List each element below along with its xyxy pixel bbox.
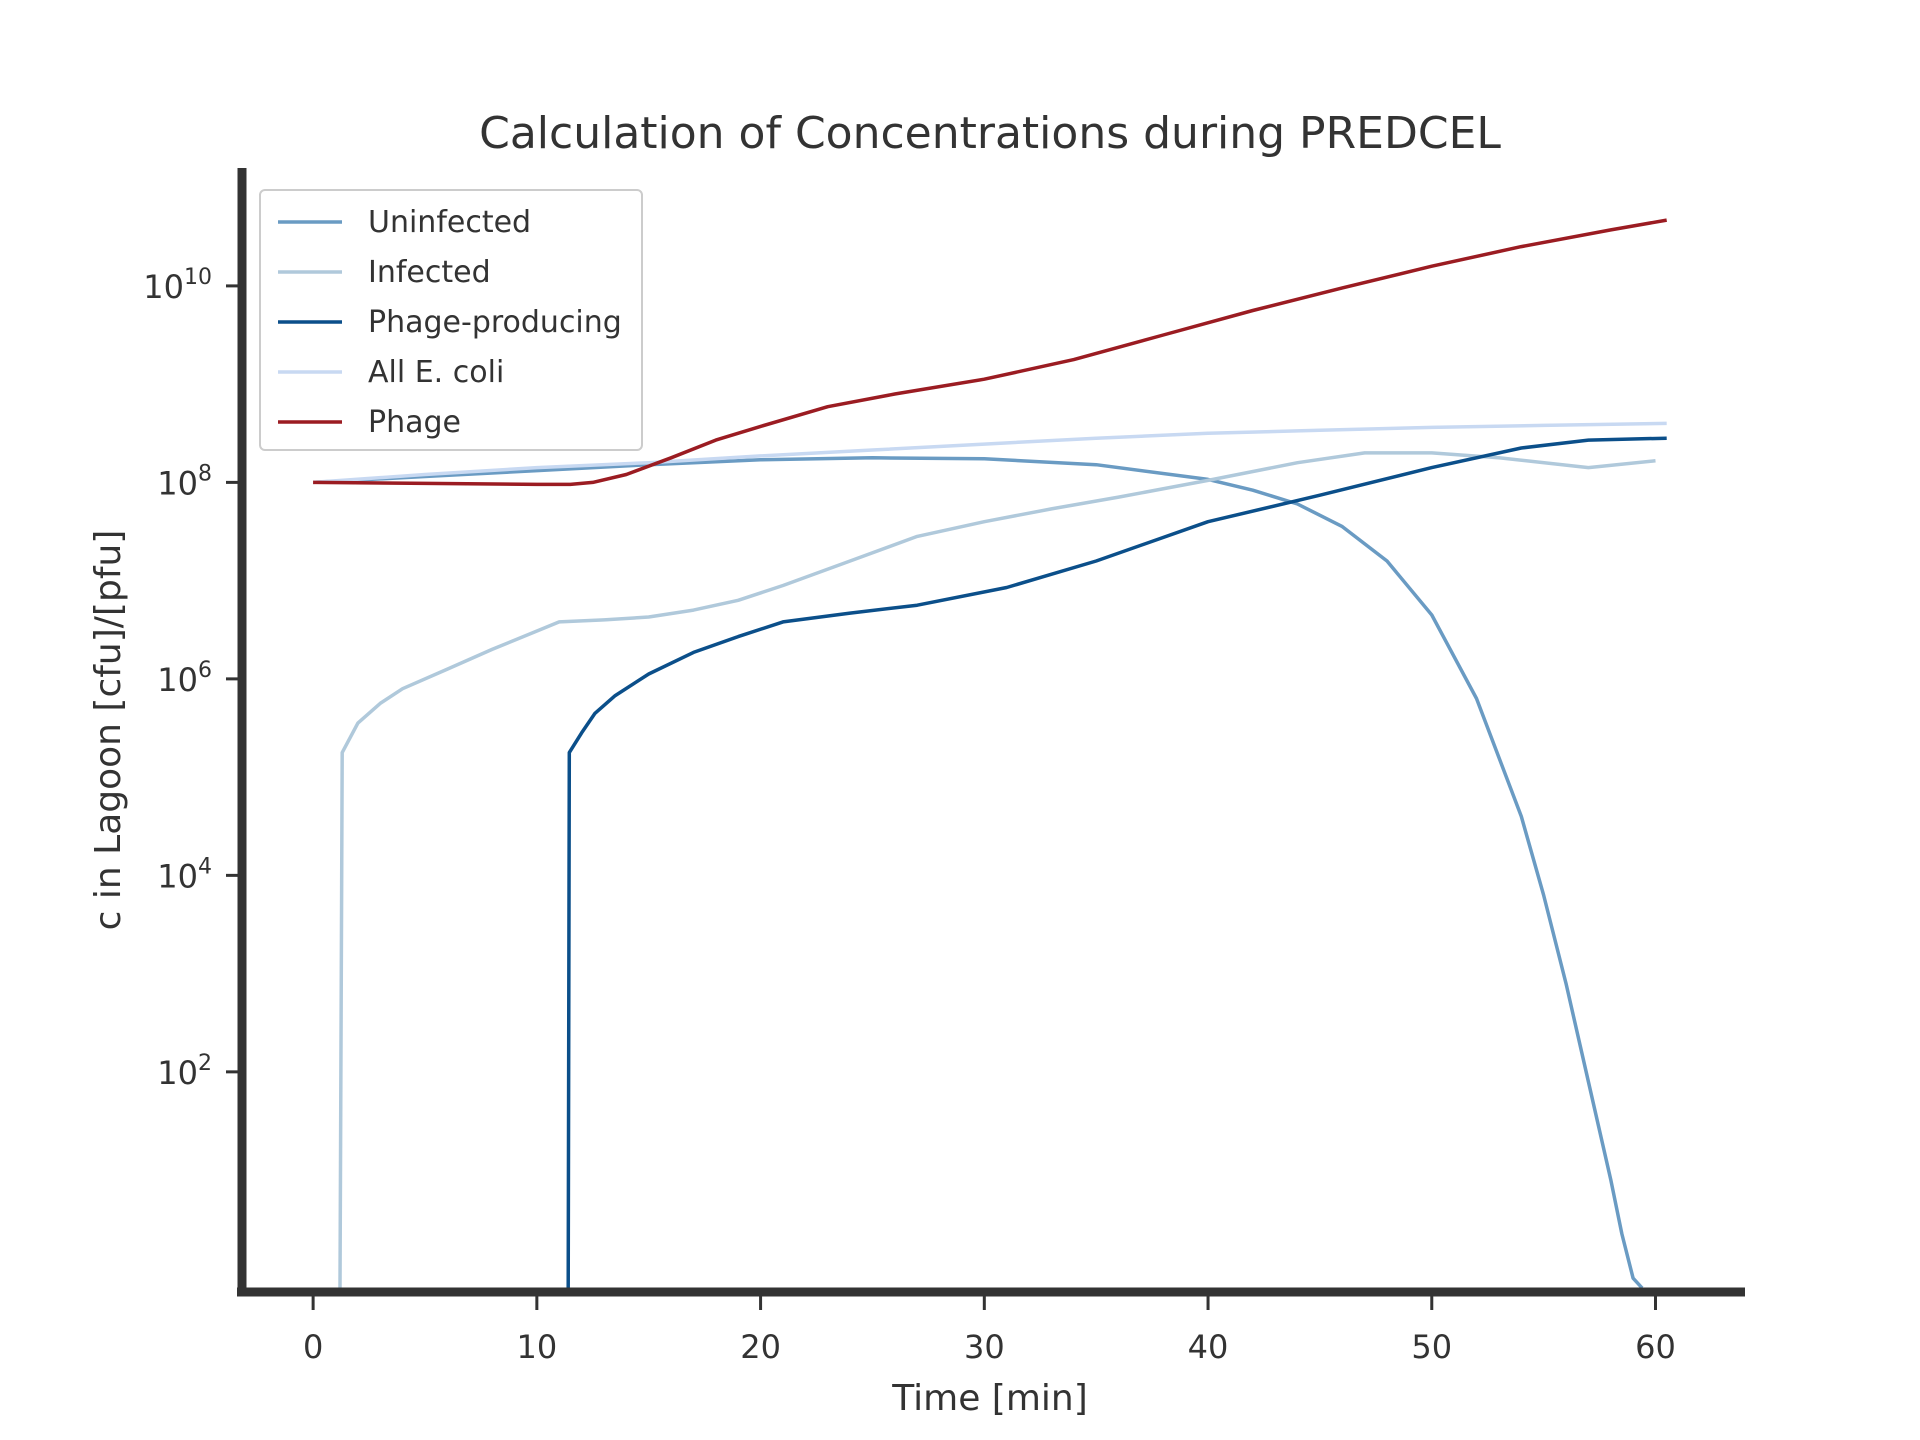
legend: Uninfected Infected Phage-producing All E. … — [259, 189, 643, 451]
legend-frame — [259, 189, 643, 451]
series-line-uninfected — [313, 456, 1644, 1290]
y-tick-label: 104 — [157, 854, 212, 895]
x-ticks: 0 10 20 30 40 50 60 — [303, 1296, 1676, 1366]
x-tick-label: 10 — [516, 1328, 557, 1366]
y-tick-label: 106 — [157, 658, 212, 699]
legend-label-uninfected: Uninfected — [368, 205, 531, 240]
legend-label-infected: Infected — [368, 255, 491, 290]
legend-label-all-e-coli: All E. coli — [368, 355, 504, 390]
y-axis-label: c in Lagoon [cfu]/[pfu] — [88, 530, 129, 931]
chart-title: Calculation of Concentrations during PRE… — [479, 108, 1501, 159]
x-tick-label: 0 — [303, 1328, 323, 1366]
y-tick-label: 1010 — [143, 265, 212, 306]
x-axis-label: Time [min] — [891, 1378, 1088, 1419]
x-tick-label: 40 — [1188, 1328, 1229, 1366]
y-tick-label: 108 — [157, 461, 212, 502]
series-line-infected — [338, 451, 1656, 1289]
y-ticks: 102 104 106 108 1010 — [143, 265, 238, 1092]
series-line-phage — [313, 218, 1668, 487]
plot-lines — [312, 218, 1668, 1290]
legend-label-phage: Phage — [368, 405, 461, 440]
legend-label-phage-producing: Phage-producing — [368, 305, 622, 340]
series-line-phage-producing — [566, 436, 1667, 1289]
x-tick-label: 30 — [964, 1328, 1005, 1366]
x-tick-label: 60 — [1635, 1328, 1676, 1366]
x-tick-label: 50 — [1411, 1328, 1452, 1366]
x-tick-label: 20 — [740, 1328, 781, 1366]
y-tick-label: 102 — [157, 1051, 212, 1092]
series-line-all-e-coli — [312, 421, 1667, 485]
